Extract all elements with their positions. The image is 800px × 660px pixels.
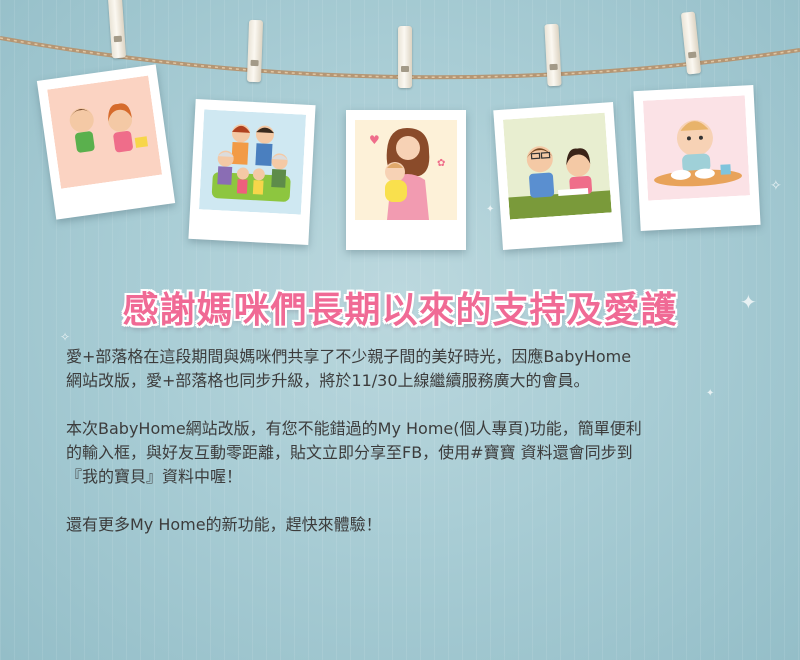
sparkle: ✧: [60, 330, 71, 344]
mother-and-baby-photo: ♥ ✿: [346, 110, 466, 250]
teacher-and-child-photo: [493, 101, 623, 251]
clothespin: [398, 26, 412, 88]
paragraph: 還有更多My Home的新功能，趕快來體驗！: [66, 515, 382, 534]
baby-eating-photo: [633, 84, 761, 232]
sparkle: ✦: [486, 204, 495, 215]
headline-title: 感謝媽咪們長期以來的支持及愛護: [122, 290, 678, 331]
clothespin: [246, 19, 264, 83]
paragraph: 愛+部落格在這段期間與媽咪們共享了不少親子間的美好時光，因應BabyHome 網…: [66, 347, 632, 390]
sparkle: ✧: [770, 178, 782, 194]
svg-text:✿: ✿: [437, 158, 445, 169]
announcement-body: 愛+部落格在這段期間與媽咪們共享了不少親子間的美好時光，因應BabyHome 網…: [66, 345, 746, 561]
sparkle: ✦: [706, 388, 715, 399]
sparkle: ✦: [740, 290, 757, 314]
svg-text:♥: ♥: [369, 133, 380, 147]
paragraph: 本次BabyHome網站改版，有您不能錯過的My Home(個人專頁)功能，簡單…: [66, 419, 642, 486]
family-portrait-photo: [188, 98, 316, 246]
kids-playing-photo: [36, 64, 176, 220]
